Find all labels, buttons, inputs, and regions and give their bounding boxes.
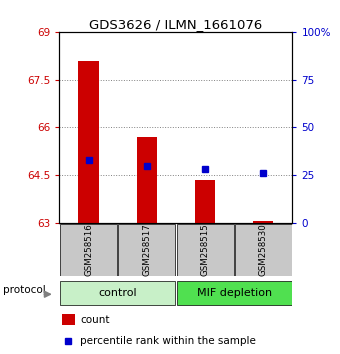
Title: GDS3626 / ILMN_1661076: GDS3626 / ILMN_1661076 bbox=[89, 18, 262, 31]
Text: GSM258515: GSM258515 bbox=[201, 223, 209, 276]
Bar bbox=[235, 224, 292, 275]
Text: MIF depletion: MIF depletion bbox=[197, 288, 272, 298]
Text: protocol: protocol bbox=[3, 285, 46, 295]
Bar bbox=[195, 180, 215, 223]
Text: GSM258517: GSM258517 bbox=[142, 223, 151, 276]
Bar bbox=[118, 224, 175, 275]
Bar bbox=[60, 281, 175, 305]
Bar bbox=[62, 314, 75, 325]
Bar bbox=[79, 61, 99, 223]
Bar bbox=[253, 222, 273, 223]
Text: GSM258516: GSM258516 bbox=[84, 223, 93, 276]
Bar bbox=[60, 224, 117, 275]
Text: control: control bbox=[98, 288, 137, 298]
Text: percentile rank within the sample: percentile rank within the sample bbox=[81, 336, 256, 346]
Bar bbox=[176, 224, 234, 275]
Text: count: count bbox=[81, 315, 110, 325]
Text: GSM258530: GSM258530 bbox=[259, 223, 268, 276]
Bar bbox=[137, 137, 157, 223]
Bar bbox=[176, 281, 292, 305]
